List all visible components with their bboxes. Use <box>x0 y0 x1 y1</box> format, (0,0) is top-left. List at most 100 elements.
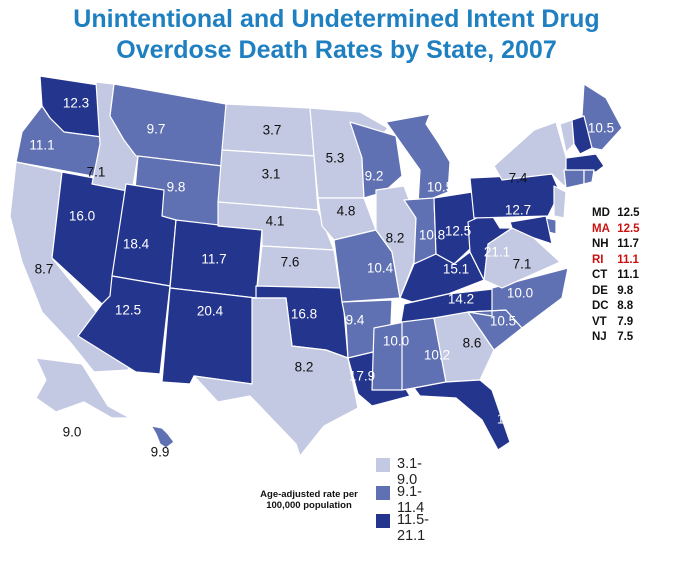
small-state-value: 8.8 <box>614 300 634 312</box>
legend-label-mid: 9.1-11.4 <box>397 484 425 516</box>
small-state-value: 11.1 <box>614 253 639 266</box>
state-value-tn: 14.2 <box>448 292 474 307</box>
state-nj <box>553 185 567 219</box>
small-state-ct: CT 11.1 <box>592 268 640 284</box>
state-value-me: 10.5 <box>588 121 614 136</box>
small-state-abbr: NH <box>592 238 609 250</box>
state-me <box>581 83 623 151</box>
state-value-ms: 10.0 <box>383 334 409 349</box>
state-value-pa: 12.7 <box>505 203 531 218</box>
state-value-tx: 8.2 <box>295 360 314 375</box>
state-value-mn: 5.3 <box>326 151 345 166</box>
state-value-az: 12.5 <box>115 303 141 318</box>
small-state-dc: DC 8.8 <box>592 299 640 315</box>
state-value-ut: 18.4 <box>123 237 150 252</box>
state-value-ar: 9.4 <box>346 313 365 328</box>
state-value-ok: 16.8 <box>291 307 317 322</box>
state-value-wa: 12.3 <box>63 96 89 111</box>
map-title-line-2: Overdose Death Rates by State, 2007 <box>116 36 557 64</box>
state-value-ky: 15.1 <box>443 262 469 277</box>
small-state-abbr: DE <box>592 284 608 297</box>
small-state-abbr: RI <box>592 253 604 266</box>
state-value-nv: 16.0 <box>69 209 95 224</box>
state-value-ca: 8.7 <box>35 262 54 277</box>
legend-swatch-low <box>376 458 390 472</box>
state-tx <box>193 297 359 457</box>
state-value-ne: 4.1 <box>266 214 285 229</box>
state-value-or: 11.1 <box>29 138 54 153</box>
state-nh <box>571 115 593 155</box>
state-ny <box>493 121 573 187</box>
state-value-va: 7.1 <box>513 257 532 272</box>
legend-note-line-2: 100,000 population <box>266 500 352 511</box>
state-value-id: 7.1 <box>87 165 106 180</box>
state-fl <box>413 379 511 451</box>
small-state-value: 7.9 <box>614 315 634 328</box>
state-value-sd: 3.1 <box>262 167 281 182</box>
state-value-ia: 4.8 <box>337 204 356 219</box>
state-value-nm: 20.4 <box>197 304 224 319</box>
state-value-la: 17.9 <box>349 369 375 384</box>
state-ak <box>35 357 131 419</box>
state-value-sc: 10.5 <box>490 314 516 329</box>
small-states-list: MD 12.5 MA 12.5 NH 11.7 RI 11.1 CT 11.1 DE 9.… <box>592 206 640 346</box>
state-value-wi: 9.2 <box>365 169 384 184</box>
state-value-al: 10.2 <box>424 348 450 363</box>
state-value-oh: 12.5 <box>445 224 471 239</box>
small-state-value: 9.8 <box>614 284 634 297</box>
small-state-abbr: VT <box>592 315 607 328</box>
state-value-nd: 3.7 <box>263 123 282 138</box>
state-nc <box>467 267 569 329</box>
legend-note: Age-adjusted rate per 100,000 population <box>246 489 372 511</box>
small-state-nj: NJ 7.5 <box>592 330 640 346</box>
small-state-abbr: DC <box>592 300 609 312</box>
small-state-md: MD 12.5 <box>592 206 640 222</box>
legend-swatch-high <box>376 514 390 528</box>
small-state-value: 7.5 <box>614 331 634 343</box>
state-value-nc: 10.0 <box>507 286 533 301</box>
small-state-nh: NH 11.7 <box>592 237 640 253</box>
small-state-ri: RI 11.1 <box>592 253 640 269</box>
state-value-mt: 9.7 <box>147 122 166 137</box>
small-state-abbr: CT <box>592 269 608 281</box>
state-nm <box>161 287 257 385</box>
legend-label-low: 3.1-9.0 <box>397 456 422 488</box>
state-value-wy: 9.8 <box>167 180 186 195</box>
state-value-wv: 21.1 <box>484 245 510 260</box>
us-map: 12.3 11.1 8.7 16.0 7.1 9.7 9.8 18.4 12.5 11.7 20.4… <box>9 75 623 460</box>
state-value-mo: 10.4 <box>367 261 394 276</box>
map-title-line-1: Unintentional and Undetermined Intent Dr… <box>73 5 600 33</box>
state-ma <box>565 153 605 173</box>
state-value-ks: 7.6 <box>281 255 300 270</box>
small-state-vt: VT 7.9 <box>592 315 640 331</box>
state-hi <box>147 419 175 449</box>
state-value-mi: 10.5 <box>427 180 453 195</box>
state-ct <box>563 169 585 189</box>
state-mi <box>385 113 451 205</box>
small-state-value: 11.1 <box>614 269 639 281</box>
state-value-ny: 7.4 <box>509 171 528 186</box>
state-ri <box>583 169 595 185</box>
state-value-in: 10.8 <box>419 228 445 243</box>
legend-swatch-mid <box>376 486 390 500</box>
map-title: Unintentional and Undetermined Intent Dr… <box>0 4 673 66</box>
small-state-value: 12.5 <box>614 207 640 219</box>
state-md <box>509 215 553 245</box>
small-state-value: 11.7 <box>614 238 639 250</box>
state-value-ga: 8.6 <box>463 336 482 351</box>
small-state-abbr: MA <box>592 222 610 235</box>
small-state-abbr: MD <box>592 207 610 219</box>
small-state-ma: MA 12.5 <box>592 222 640 238</box>
state-value-ak: 9.0 <box>63 425 82 440</box>
small-state-value: 12.5 <box>614 222 640 235</box>
legend-label-high: 11.5-21.1 <box>397 512 429 544</box>
state-ga <box>433 311 495 383</box>
state-value-hi: 9.9 <box>151 445 170 460</box>
legend-note-line-1: Age-adjusted rate per <box>260 489 358 500</box>
state-value-fl: 13.6 <box>497 412 523 427</box>
state-ms <box>371 321 405 391</box>
small-state-abbr: NJ <box>592 331 607 343</box>
state-value-il: 8.2 <box>386 231 405 246</box>
small-state-de: DE 9.8 <box>592 284 640 300</box>
state-value-co: 11.7 <box>201 252 226 267</box>
